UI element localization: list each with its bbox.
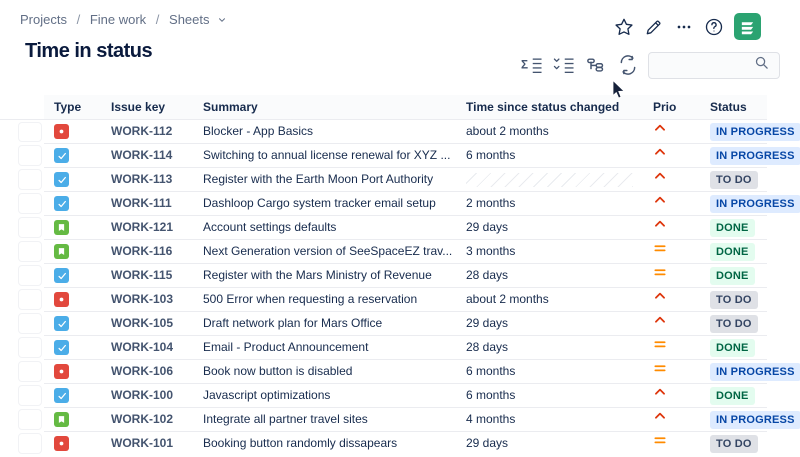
- svg-text:Σ: Σ: [521, 59, 528, 72]
